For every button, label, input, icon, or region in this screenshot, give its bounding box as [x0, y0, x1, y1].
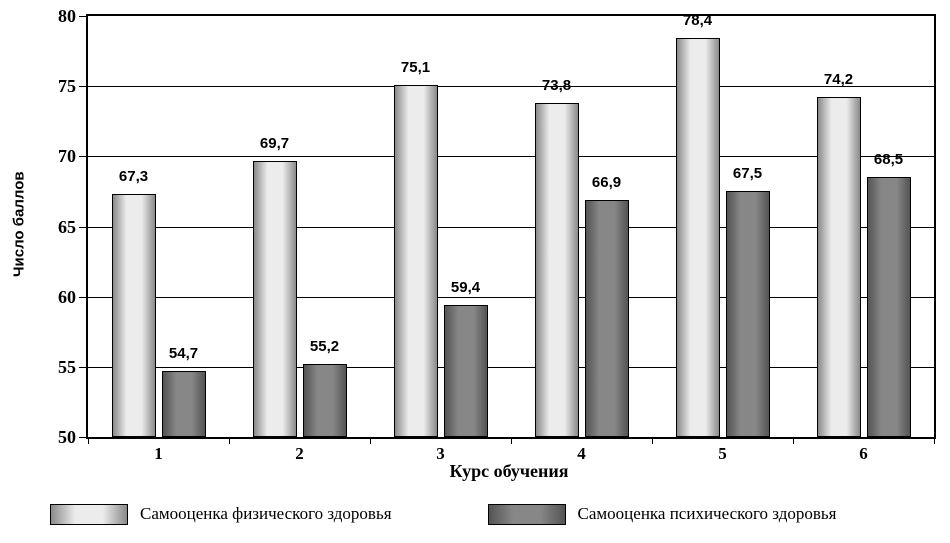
- bar-physical-1: [111, 194, 156, 437]
- bar-mental-5: [725, 191, 770, 437]
- bar-value-label: 68,5: [873, 151, 904, 169]
- bar-physical-4: [534, 103, 579, 437]
- bar-value-label: 67,3: [118, 168, 149, 186]
- x-tick-mark: [370, 439, 371, 444]
- y-tick-label: 80: [58, 6, 76, 26]
- x-axis-title: Курс обучения: [449, 461, 569, 481]
- bar-physical-6: [816, 97, 861, 437]
- gridline: [88, 296, 934, 298]
- y-tick-label: 75: [58, 76, 76, 97]
- legend-item-physical: Самооценка физического здоровья: [50, 503, 392, 525]
- bar-mental-4: [584, 199, 629, 437]
- y-tick-label: 60: [58, 286, 76, 307]
- legend-label-physical: Самооценка физического здоровья: [140, 504, 392, 523]
- y-tick-mark: [79, 437, 86, 438]
- legend-swatch-mental: [487, 503, 566, 525]
- y-tick-label: 50: [58, 427, 76, 447]
- bar-value-label: 73,8: [541, 77, 572, 94]
- bar-physical-2: [252, 160, 297, 437]
- y-tick-label: 65: [58, 216, 76, 237]
- y-tick-label: 70: [58, 146, 76, 167]
- x-tick-mark: [88, 439, 89, 444]
- bar-value-label: 74,2: [823, 71, 854, 89]
- y-tick-mark: [79, 16, 86, 17]
- bar-value-label: 67,5: [732, 165, 763, 183]
- x-tick-label: 4: [577, 444, 586, 463]
- bar-mental-1: [161, 371, 206, 437]
- bar-value-label: 75,1: [400, 58, 431, 76]
- x-tick-mark: [652, 439, 653, 444]
- bar-value-label: 59,4: [450, 279, 481, 297]
- bar-value-label: 66,9: [591, 173, 622, 191]
- bar-mental-2: [302, 364, 347, 437]
- bar-value-label: 69,7: [259, 134, 290, 152]
- legend-label-mental: Самооценка психического здоровья: [577, 504, 837, 523]
- bar-value-label: 55,2: [309, 338, 340, 356]
- bar-mental-6: [866, 177, 911, 437]
- x-tick-label: 3: [436, 444, 445, 463]
- plot-area: 67,3 54,7 69,7 55,2 75,1 59,4 73,8 66,9 78,4 67,5…: [86, 12, 936, 439]
- x-tick-mark: [229, 439, 230, 444]
- gridline: [88, 86, 934, 88]
- x-tick-label: 6: [859, 444, 868, 463]
- y-tick-mark: [79, 156, 86, 158]
- x-tick-label: 2: [295, 444, 304, 463]
- y-tick-mark: [79, 296, 86, 298]
- y-tick-mark: [79, 366, 86, 368]
- x-tick-mark: [793, 439, 794, 444]
- y-tick-label: 55: [58, 356, 76, 377]
- y-tick-mark: [79, 226, 86, 228]
- bar-physical-5: [675, 38, 720, 437]
- y-axis-title: Число баллов: [10, 171, 28, 278]
- gridline: [88, 156, 934, 158]
- bar-value-label: 54,7: [168, 345, 199, 363]
- legend-swatch-physical: [50, 503, 128, 525]
- bar-mental-3: [443, 305, 488, 437]
- y-tick-mark: [79, 86, 86, 88]
- bar-physical-3: [393, 84, 438, 437]
- x-tick-mark: [511, 439, 512, 444]
- x-tick-label: 5: [718, 444, 727, 463]
- x-tick-label: 1: [154, 444, 163, 463]
- legend-item-mental: Самооценка психического здоровья: [487, 503, 837, 525]
- gridline: [88, 226, 934, 228]
- bar-value-label: 78,4: [682, 12, 713, 30]
- x-tick-mark: [934, 439, 935, 444]
- gridline: [88, 366, 934, 368]
- legend: Самооценка физического здоровья Самооцен…: [50, 498, 920, 530]
